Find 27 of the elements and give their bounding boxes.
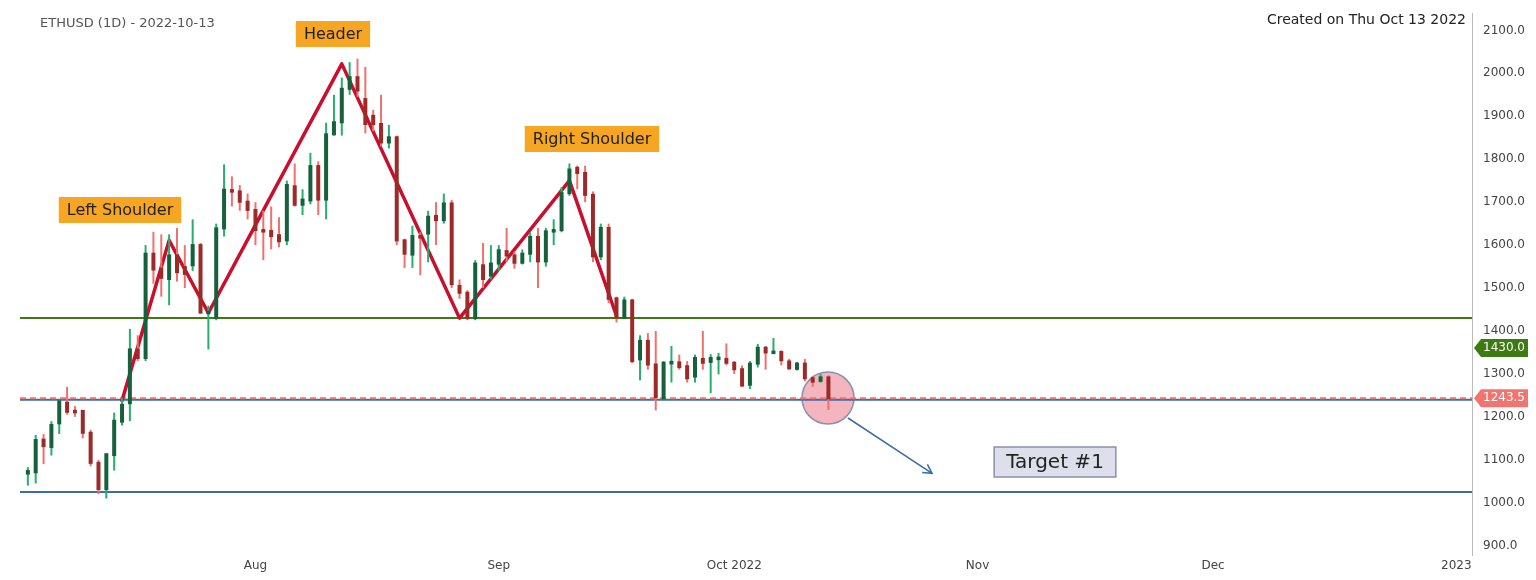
y-tick-label: 1000.0 [1483,494,1525,509]
y-tick-label: 2100.0 [1483,22,1525,37]
y-tick-label: 1300.0 [1483,366,1525,381]
y-tick-label: 1500.0 [1483,280,1525,295]
annotation: Created on Thu Oct 13 2022 [1266,10,1466,27]
annotation: Target #1 [1005,449,1104,474]
y-tick-label: 1900.0 [1483,108,1525,123]
x-tick-label: 2023 [1441,557,1472,572]
y-tick-label: 1100.0 [1483,451,1525,466]
annotation: Header [303,24,363,44]
y-tick-label: 1400.0 [1483,323,1525,338]
ref-line-label: 1430.0 [1483,340,1525,355]
y-tick-label: 1700.0 [1483,194,1525,209]
y-tick-label: 2000.0 [1483,65,1525,80]
y-tick-label: 1800.0 [1483,151,1525,166]
x-tick-label: Aug [243,557,268,572]
chart-title: ETHUSD (1D) - 2022-10-13 [40,15,215,31]
x-tick-label: Sep [487,557,511,572]
x-tick-label: Nov [965,557,990,572]
ref-line-label: 1243.5 [1483,390,1525,405]
y-tick-label: 900.0 [1483,537,1518,552]
annotation: Left Shoulder [66,200,174,220]
annotation: Right Shoulder [532,129,652,149]
x-tick-label: Dec [1201,557,1225,572]
x-tick-label: Oct 2022 [706,557,762,572]
y-tick-label: 1200.0 [1483,409,1525,424]
y-tick-label: 1600.0 [1483,237,1525,252]
